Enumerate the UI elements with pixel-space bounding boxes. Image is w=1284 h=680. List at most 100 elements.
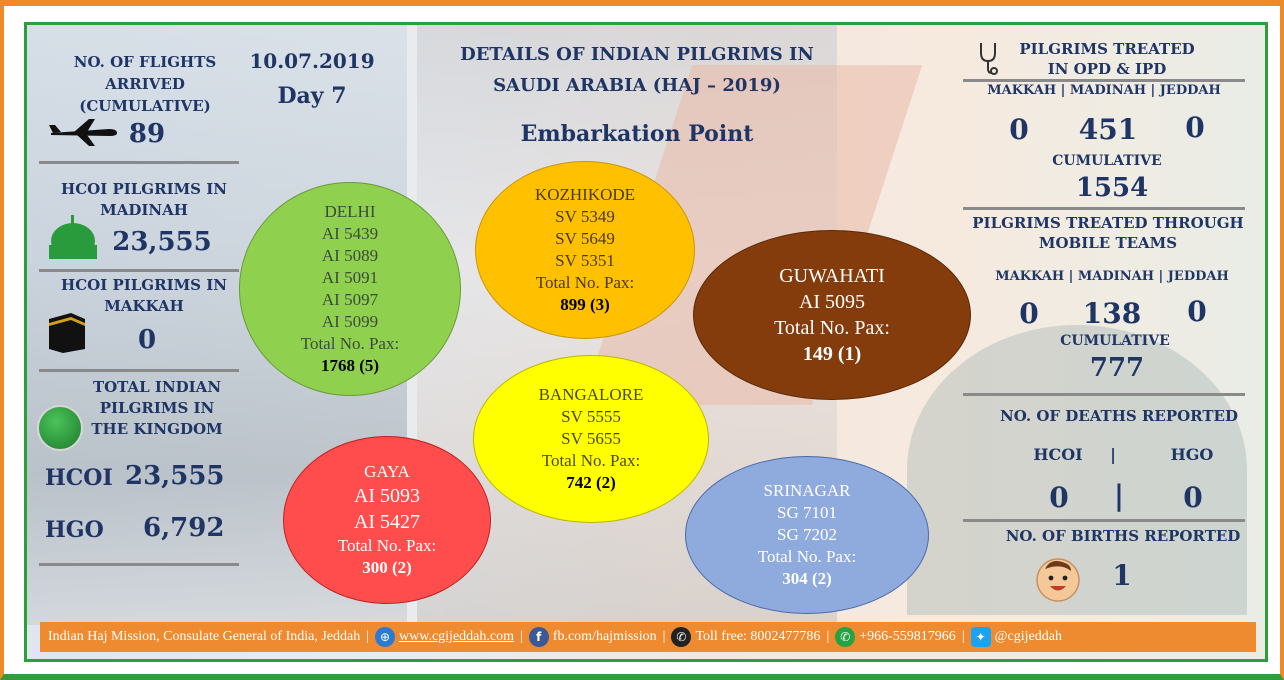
mobile-cities-label: MAKKAH | MADINAH | JEDDAH [995, 269, 1229, 284]
flight-number: SV 5649 [555, 228, 615, 248]
divider [39, 563, 239, 566]
footer-separator: | [961, 629, 965, 644]
facebook-link[interactable]: fb.com/hajmission [552, 629, 657, 644]
pax-label: Total No. Pax: [535, 273, 635, 293]
embarkation-kozhikode: KOZHIKODE SV 5349 SV 5649 SV 5351 Total … [475, 161, 695, 339]
globe-icon: ⊕ [375, 627, 396, 647]
mobile-cumulative-value: 777 [1089, 353, 1145, 383]
twitter-handle[interactable]: @cgijeddah [994, 629, 1062, 644]
embarkation-heading: Embarkation Point [520, 121, 754, 147]
mobile-title: PILGRIMS TREATED THROUGH MOBILE TEAMS [963, 213, 1253, 253]
flight-number: SG 7101 [777, 502, 837, 522]
flight-number: AI 5091 [321, 267, 379, 287]
footer-separator: | [826, 629, 830, 644]
opd-cumulative-label: CUMULATIVE [1052, 153, 1162, 169]
kingdom-label-line: TOTAL INDIAN [92, 378, 222, 396]
embarkation-guwahati: GUWAHATI AI 5095 Total No. Pax: 149 (1) [693, 230, 971, 400]
flight-number: SG 7202 [777, 524, 837, 544]
flights-label-line: NO. OF FLIGHTS [73, 53, 217, 71]
infographic-panel: NO. OF FLIGHTS ARRIVED (CUMULATIVE) 89 H… [24, 22, 1268, 662]
divider [963, 79, 1245, 82]
pax-label: Total No. Pax: [541, 451, 641, 471]
airplane-icon [49, 117, 119, 147]
footer-separator: | [519, 629, 523, 644]
divider [963, 207, 1245, 210]
flight-number: SV 5655 [561, 428, 621, 448]
kingdom-label-line: THE KINGDOM [91, 420, 223, 438]
kingdom-label: TOTAL INDIAN PILGRIMS IN THE KINGDOM [67, 377, 247, 440]
deaths-hcoi-label: HCOI [1033, 445, 1083, 464]
embarkation-name: GUWAHATI [779, 265, 885, 287]
baby-icon [1031, 553, 1085, 603]
hgo-value: 6,792 [143, 513, 225, 543]
madinah-label-line: MADINAH [100, 201, 188, 219]
mobile-cumulative-label: CUMULATIVE [1060, 333, 1170, 349]
flights-value: 89 [128, 119, 166, 149]
makkah-value: 0 [137, 325, 157, 355]
phone-icon: ✆ [671, 627, 692, 647]
divider [39, 161, 239, 164]
flight-number: AI 5093 [353, 484, 421, 507]
mobile-title-line: MOBILE TEAMS [1038, 234, 1178, 252]
opd-cities-label: MAKKAH | MADINAH | JEDDAH [987, 83, 1221, 98]
page-title: DETAILS OF INDIAN PILGRIMS IN SAUDI ARAB… [412, 39, 862, 101]
embarkation-name: GAYA [364, 461, 410, 481]
stethoscope-icon [977, 41, 1001, 75]
pax-value: 1768 (5) [320, 356, 380, 376]
page-title-line: DETAILS OF INDIAN PILGRIMS IN [460, 44, 814, 65]
opd-title: PILGRIMS TREATED IN OPD & IPD [1007, 39, 1207, 79]
deaths-divider: | [1110, 445, 1116, 464]
date: 10.07.2019 [249, 49, 375, 73]
pax-label: Total No. Pax: [300, 334, 400, 354]
embarkation-name: BANGALORE [538, 384, 644, 404]
website-link[interactable]: www.cgijeddah.com [399, 629, 514, 644]
pax-label: Total No. Pax: [757, 547, 857, 567]
pax-label: Total No. Pax: [774, 317, 890, 339]
flight-number: SV 5555 [561, 406, 621, 426]
facebook-icon: f [528, 627, 549, 647]
opd-cumulative-value: 1554 [1075, 173, 1149, 203]
opd-jeddah-value: 0 [1185, 111, 1205, 144]
opd-title-line: PILGRIMS TREATED [1019, 40, 1195, 58]
deaths-hgo-label: HGO [1170, 445, 1214, 464]
divider [39, 269, 239, 272]
deaths-hgo-value: 0 [1183, 481, 1203, 514]
hcoi-label: HCOI [45, 465, 113, 491]
divider [963, 393, 1245, 396]
births-value: 1 [1112, 559, 1132, 592]
divider [963, 519, 1245, 522]
mobile-title-line: PILGRIMS TREATED THROUGH [972, 214, 1244, 232]
mobile-makkah-value: 0 [1019, 297, 1039, 330]
pax-value: 149 (1) [802, 343, 862, 365]
footer-separator: | [366, 629, 370, 644]
embarkation-name: KOZHIKODE [534, 184, 636, 204]
opd-title-line: IN OPD & IPD [1047, 60, 1167, 78]
opd-makkah-value: 0 [1009, 113, 1029, 146]
flight-number: AI 5097 [321, 290, 379, 309]
kaaba-icon [45, 309, 89, 353]
embarkation-name: DELHI [324, 201, 376, 221]
madinah-label-line: HCOI PILGRIMS IN [61, 180, 227, 198]
deaths-value-divider: | [1113, 479, 1125, 512]
flights-label-line: ARRIVED [105, 75, 185, 93]
embarkation-bangalore: BANGALORE SV 5555 SV 5655 Total No. Pax:… [473, 355, 709, 523]
embarkation-gaya: GAYA AI 5093 AI 5427 Total No. Pax: 300 … [283, 436, 491, 604]
flight-number: SV 5349 [555, 206, 615, 226]
green-dome-icon [45, 215, 101, 259]
makkah-label-line: HCOI PILGRIMS IN [61, 276, 227, 294]
flight-number: AI 5439 [321, 223, 379, 243]
flights-label-line: (CUMULATIVE) [79, 97, 211, 115]
kingdom-label-line: PILGRIMS IN [99, 399, 215, 417]
day: Day 7 [277, 83, 347, 109]
whatsapp-number: +966-559817966 [859, 629, 956, 644]
footer-bar: Indian Haj Mission, Consulate General of… [40, 622, 1256, 652]
page-title-line: SAUDI ARABIA (HAJ – 2019) [493, 75, 781, 96]
makkah-label: HCOI PILGRIMS IN MAKKAH [39, 275, 249, 317]
makkah-label-line: MAKKAH [104, 297, 184, 315]
pax-value: 300 (2) [362, 558, 412, 578]
flight-number: AI 5095 [798, 291, 866, 313]
pax-label: Total No. Pax: [337, 535, 437, 555]
twitter-icon: ✦ [970, 627, 991, 647]
pax-value: 899 (3) [560, 295, 610, 315]
hcoi-value: 23,555 [125, 461, 225, 491]
